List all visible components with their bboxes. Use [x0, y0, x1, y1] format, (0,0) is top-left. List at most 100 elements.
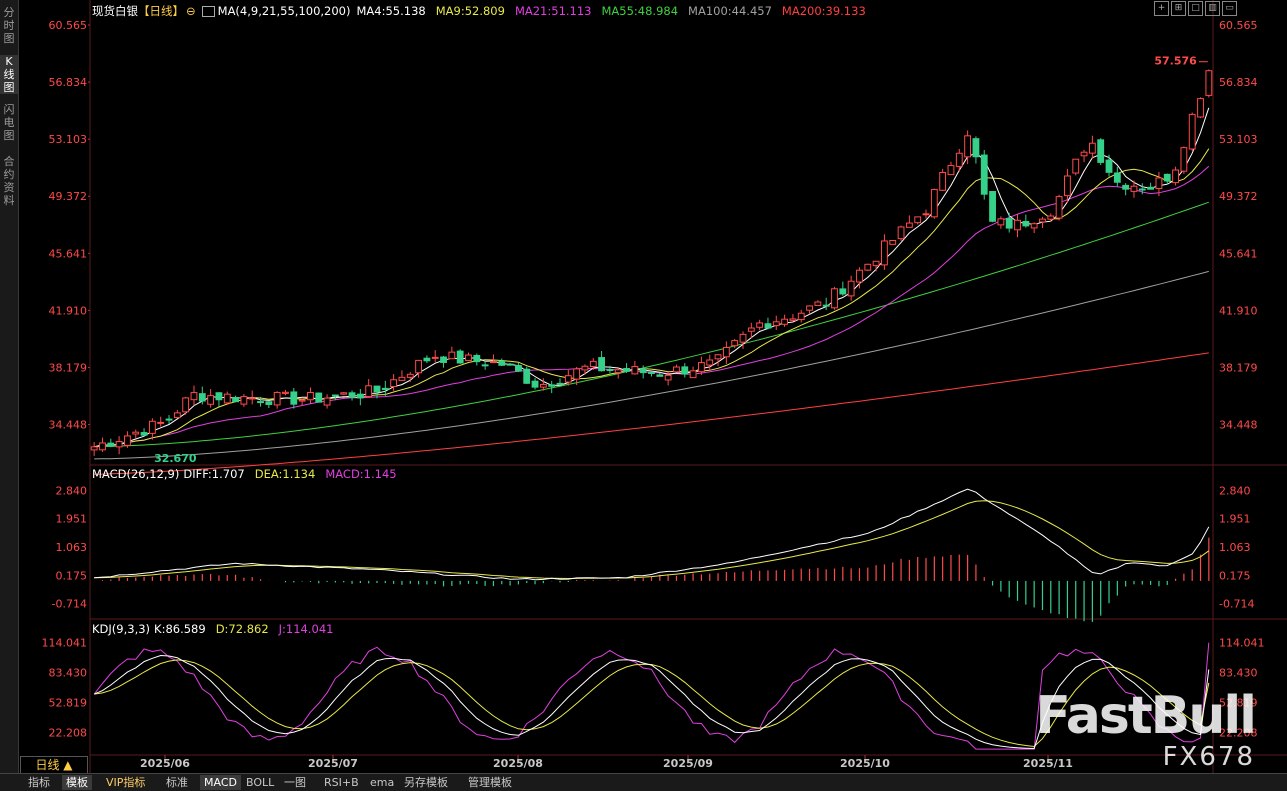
bottom-item-save-template[interactable]: 另存模板	[404, 776, 448, 789]
candle-body	[556, 382, 564, 385]
ma55-value: MA55:48.984	[601, 4, 679, 18]
candle-body	[739, 333, 747, 343]
macd-tick-right: 1.063	[1219, 541, 1251, 554]
candle-body	[831, 288, 838, 309]
sidebar-item-flash[interactable]: 闪电图	[3, 103, 15, 142]
bottom-item-standard[interactable]: 标准	[166, 776, 188, 789]
bottom-item-ema[interactable]: ema	[370, 776, 395, 789]
candle-body	[589, 360, 597, 368]
ma-indicator-icon	[201, 6, 215, 17]
bottom-toolbar: 指标 模板 VIP指标 标准 MACD BOLL 一图 RSI+B ema 另存…	[0, 773, 1287, 791]
candle-body	[90, 446, 98, 451]
candle-body	[764, 323, 772, 329]
candle-body	[1005, 218, 1013, 229]
bottom-item-rsi[interactable]: RSI+B	[324, 776, 359, 789]
crosshair-icon[interactable]: +	[1154, 1, 1169, 16]
x-axis-label: 2025/09	[663, 757, 713, 770]
candle-body	[1047, 215, 1055, 220]
macd-tick-right: 2.840	[1219, 484, 1251, 497]
candle-body	[440, 356, 447, 363]
bottom-item-macd[interactable]: MACD	[200, 775, 241, 790]
candle-body	[1105, 159, 1113, 173]
price-tick-left: 38.179	[49, 361, 88, 374]
price-tick-right: 56.834	[1219, 76, 1258, 89]
candle-body	[1138, 188, 1146, 191]
candle-body	[215, 392, 223, 401]
candle-body	[240, 396, 248, 405]
candle-body	[781, 318, 789, 325]
candle-body	[964, 135, 972, 158]
candle-body	[1155, 177, 1163, 190]
candle-body	[1064, 175, 1071, 197]
settings-icon[interactable]: ⊖	[186, 4, 196, 18]
candle-body	[573, 368, 581, 380]
bottom-item-onechart[interactable]: 一图	[284, 776, 306, 789]
macd-tick-left: 0.175	[56, 569, 88, 582]
candle-body	[423, 357, 431, 362]
candle-body	[839, 288, 847, 295]
ma9-value: MA9:52.809	[435, 4, 505, 18]
macd-tick-right: 0.175	[1219, 569, 1251, 582]
candle-body	[939, 172, 947, 191]
macd-title: MACD(26,12,9)	[92, 467, 180, 481]
sidebar-item-kline[interactable]: K线图	[0, 55, 18, 94]
candle-body	[797, 312, 805, 321]
candle-body	[140, 432, 148, 436]
price-tick-left: 34.448	[49, 419, 88, 432]
bottom-item-indicator[interactable]: 指标	[28, 776, 50, 789]
candle-body	[631, 366, 639, 375]
macd-tick-left: -0.714	[52, 598, 87, 611]
price-tick-left: 53.103	[49, 133, 88, 146]
candle-body	[1113, 172, 1121, 183]
maximize-icon[interactable]: ▭	[1222, 1, 1237, 16]
period-tab[interactable]: 日线 ▲	[20, 756, 88, 774]
candle-body	[922, 213, 930, 216]
grid-icon[interactable]: ⊞	[1171, 1, 1186, 16]
candle-body	[639, 368, 647, 374]
candle-body	[706, 359, 714, 366]
candle-body	[772, 321, 780, 327]
sidebar-item-contract-info[interactable]: 合约资料	[3, 155, 15, 207]
period-tag: 【日线】	[138, 4, 184, 18]
candle-body	[856, 269, 863, 283]
candle-body	[415, 359, 422, 374]
candle-body	[298, 399, 306, 402]
candle-body	[1039, 218, 1046, 223]
candle-body	[340, 392, 348, 395]
macd-value: MACD:1.145	[325, 467, 397, 481]
candle-body	[864, 263, 872, 271]
candle-body	[290, 391, 298, 405]
kdj-tick-right: 114.041	[1219, 637, 1265, 650]
candle-body	[1080, 151, 1088, 157]
candle-body	[1172, 169, 1179, 184]
sidebar-item-timeshare[interactable]: 分时图	[3, 6, 15, 45]
candle-body	[598, 357, 606, 372]
macd-tick-left: 1.951	[56, 513, 88, 526]
candle-body	[564, 375, 572, 383]
candle-body	[914, 216, 922, 224]
candle-body	[481, 364, 489, 367]
candle-body	[539, 383, 547, 388]
macd-tick-left: 1.063	[56, 541, 88, 554]
macd-tick-left: 2.840	[56, 484, 88, 497]
expand-icon[interactable]: □	[1188, 1, 1203, 16]
left-sidebar: 分时图 K线图 闪电图 合约资料	[0, 0, 19, 773]
candle-body	[980, 154, 988, 195]
bottom-item-template[interactable]: 模板	[62, 775, 92, 790]
price-tick-left: 60.565	[49, 19, 88, 32]
layout-icon[interactable]: ▥	[1205, 1, 1220, 16]
high-label: 57.576	[1154, 55, 1197, 68]
bottom-item-boll[interactable]: BOLL	[246, 776, 275, 789]
bottom-item-vip[interactable]: VIP指标	[106, 776, 146, 789]
ma21-line	[94, 165, 1210, 448]
candle-body	[373, 385, 381, 393]
kdj-d-line	[94, 659, 1210, 748]
candle-body	[1022, 220, 1030, 227]
candle-body	[406, 373, 414, 378]
kdj-tick-right: 22.208	[1219, 726, 1258, 739]
kdj-legend: KDJ(9,3,3) K:86.589 D:72.862 J:114.041	[92, 622, 343, 636]
chart-area[interactable]: 60.565 60.565 56.834 56.834 53.103 53.103 49.3…	[18, 0, 1287, 773]
bottom-item-manage-template[interactable]: 管理模板	[468, 776, 512, 789]
price-tick-right: 38.179	[1219, 361, 1258, 374]
low-label: 32.670	[154, 452, 197, 465]
